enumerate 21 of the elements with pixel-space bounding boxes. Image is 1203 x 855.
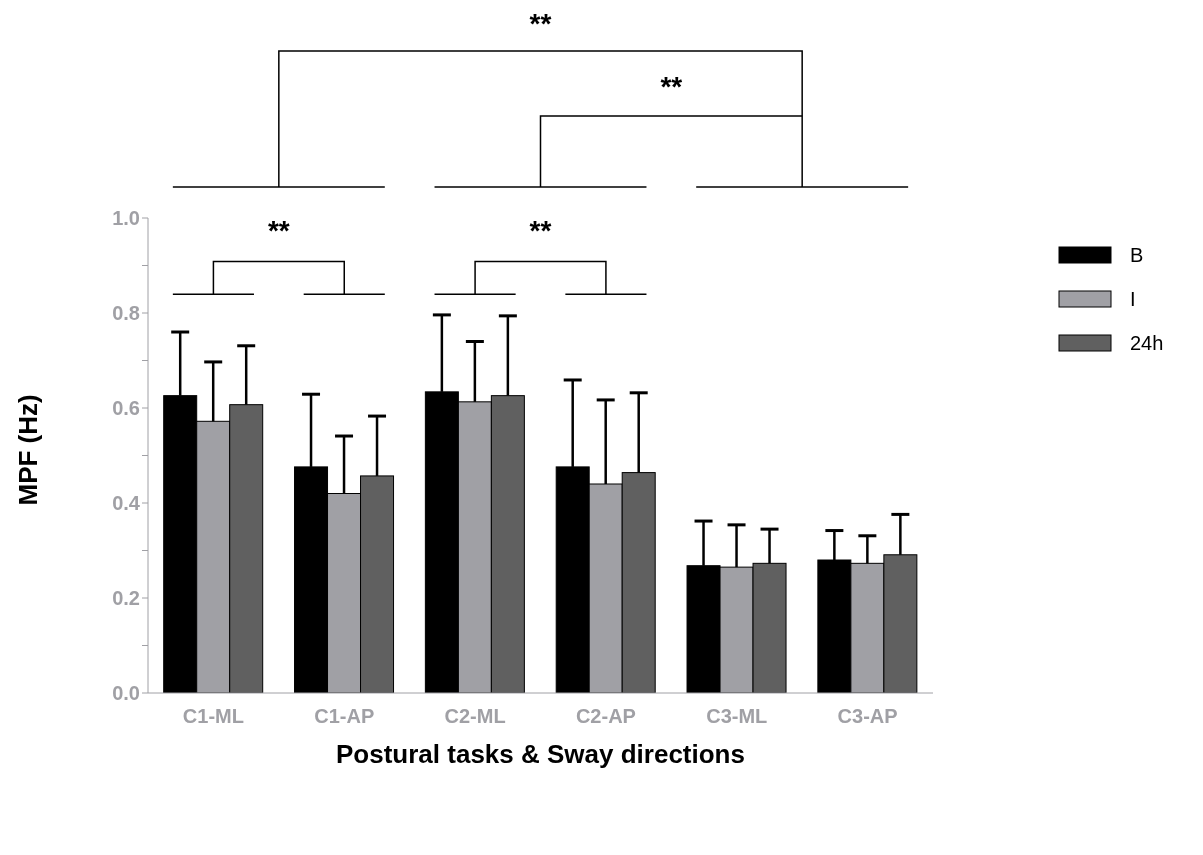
- x-tick-label: C3-AP: [837, 705, 898, 728]
- x-axis-title: Postural tasks & Sway directions: [336, 739, 745, 769]
- legend-label: I: [1130, 287, 1136, 311]
- x-tick-label: C3-ML: [706, 705, 768, 728]
- legend-label: B: [1130, 243, 1144, 267]
- y-tick-label: 0.6: [112, 397, 140, 420]
- annotation: **: [529, 214, 552, 246]
- y-tick-label: 0.4: [112, 492, 141, 515]
- x-tick-label: C1-AP: [314, 705, 375, 728]
- x-tick-label: C2-AP: [575, 705, 636, 728]
- y-tick-label: 0.8: [112, 302, 140, 325]
- legend-label: 24h: [1130, 331, 1164, 355]
- text: **: [529, 8, 552, 39]
- x-tick-label: C2-ML: [444, 705, 506, 728]
- x-tick-label: C1-ML: [182, 705, 244, 728]
- y-tick-label: 1.0: [112, 207, 140, 230]
- annotation: **: [267, 214, 290, 246]
- y-tick-label: 0.2: [112, 587, 140, 610]
- text: **: [660, 71, 683, 102]
- y-axis-title: MPF (Hz): [13, 394, 44, 506]
- y-tick-label: 0.0: [112, 682, 140, 705]
